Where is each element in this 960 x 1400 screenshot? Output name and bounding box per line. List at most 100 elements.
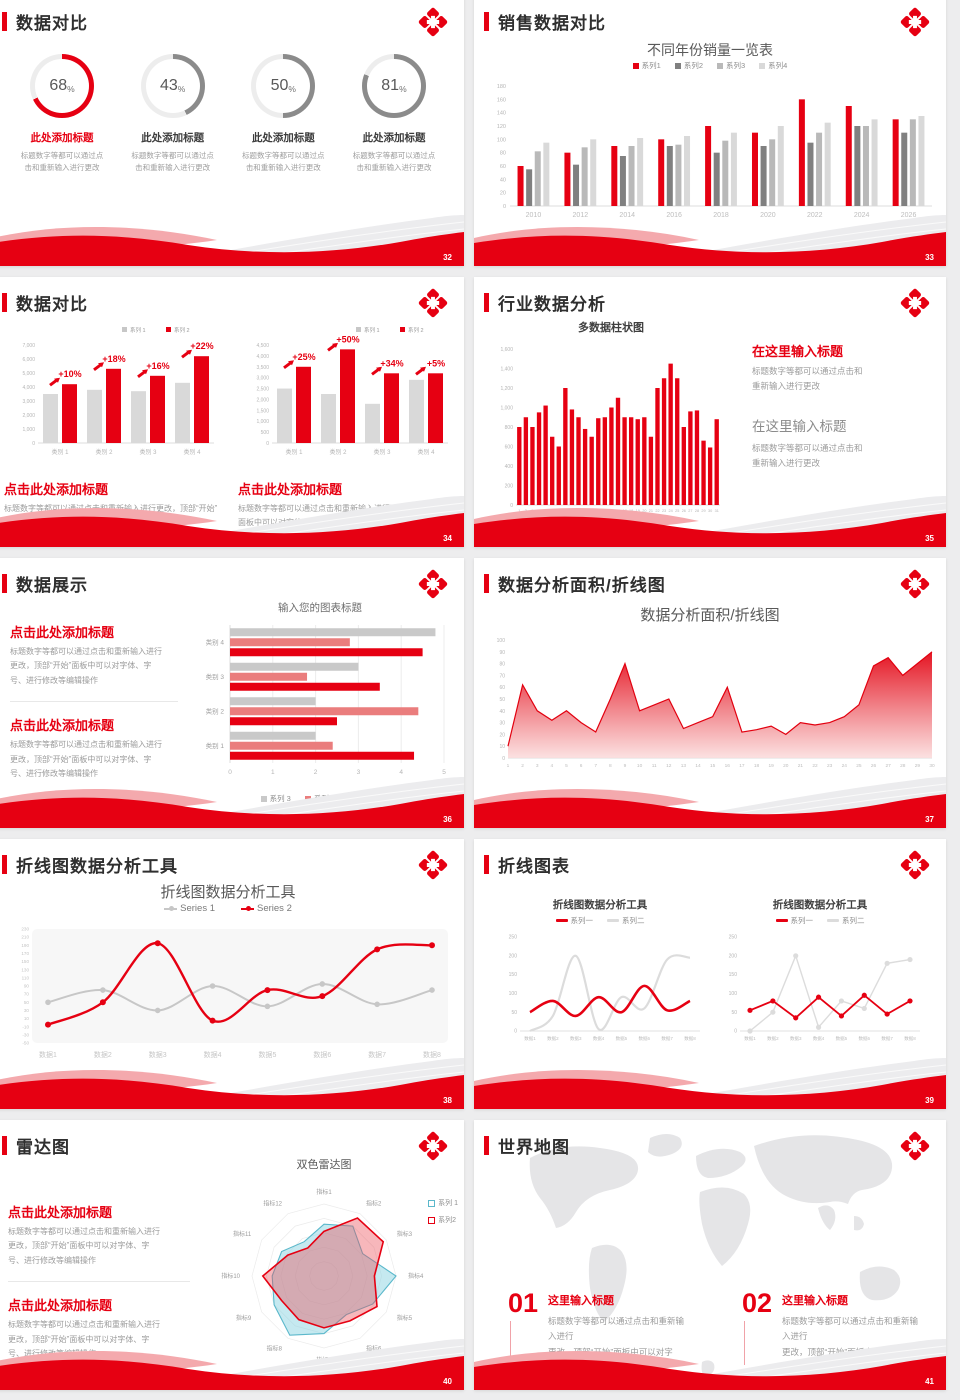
svg-text:26: 26 xyxy=(682,509,686,513)
svg-text:数据3: 数据3 xyxy=(570,1035,582,1042)
chart-title: 折线图数据分析工具 xyxy=(552,899,648,911)
svg-text:30: 30 xyxy=(499,721,505,727)
svg-text:30: 30 xyxy=(929,763,935,769)
slide-33[interactable]: 销售数据对比 不同年份销量一览表 系列1 系列2 系列3 系列4 0 20 40 60 80 1… xyxy=(474,0,946,266)
slide-32[interactable]: 数据对比 68% 此处添加标题 标题数字等都可以通过点 击和重新输入进行更改 4… xyxy=(0,0,464,266)
svg-text:指标1: 指标1 xyxy=(316,1188,332,1196)
svg-text:2,000: 2,000 xyxy=(22,413,35,419)
slide-title: 折线图数据分析工具 xyxy=(16,857,178,876)
page-number: 36 xyxy=(443,815,452,824)
slide-35[interactable]: 行业数据分析 多数据柱状图 0 200 400 600 800 1,000 1,200 1,4… xyxy=(474,277,946,547)
svg-text:40: 40 xyxy=(499,709,505,715)
svg-text:29: 29 xyxy=(701,509,705,513)
slide-title: 行业数据分析 xyxy=(498,295,606,314)
svg-text:100: 100 xyxy=(509,991,518,997)
line-chart: 0 50 100 150 200 250 数据1 数据2 数据3 数据4 数据5 数据6 数据7 数据8 xyxy=(494,929,706,1057)
svg-text:-10: -10 xyxy=(22,1024,29,1029)
pair-bar-chart: 系列 1 系列 2 0 500 1,000 1,500 2,000 2,500 3,000 3,5… xyxy=(238,321,454,473)
hospital-logo-icon xyxy=(900,288,930,318)
svg-text:类别 2: 类别 2 xyxy=(329,448,347,456)
svg-text:210: 210 xyxy=(21,935,29,940)
column-chart: 0 200 400 600 800 1,000 1,200 1,400 1,600 1 2 3 4 5 6 7… xyxy=(486,337,724,533)
svg-text:200: 200 xyxy=(509,953,518,959)
svg-text:10: 10 xyxy=(24,1016,30,1021)
svg-text:数据1: 数据1 xyxy=(524,1035,536,1042)
slide-38[interactable]: 折线图数据分析工具 折线图数据分析工具 Series 1 Series 2 -50… xyxy=(0,839,464,1109)
block-body: 标题数字等都可以通过点击和重新输入进行 更改，顶部“开始”面板中可以对字体、字 … xyxy=(10,740,162,778)
svg-text:指标2: 指标2 xyxy=(366,1199,382,1207)
svg-text:数据8: 数据8 xyxy=(904,1035,916,1042)
svg-text:+10%: +10% xyxy=(58,369,81,379)
svg-text:50: 50 xyxy=(511,1010,517,1016)
svg-text:0: 0 xyxy=(734,1029,737,1035)
svg-text:9: 9 xyxy=(624,763,627,769)
chart-column: 多数据柱状图 0 200 400 600 800 1,000 1,200 1,400 1,600… xyxy=(486,319,736,533)
donut-chart: 68% xyxy=(30,54,94,118)
svg-text:+18%: +18% xyxy=(102,354,125,364)
svg-text:1,600: 1,600 xyxy=(500,347,513,353)
slide-37[interactable]: 数据分析面积/折线图 数据分析面积/折线图 0 10 20 30 40 50 60 70 80 9… xyxy=(474,558,946,828)
chart-block: 系列 1 系列 2 0 1,000 2,000 3,000 4,000 5,000 6,000 7… xyxy=(4,321,220,531)
svg-text:23: 23 xyxy=(662,509,666,513)
svg-text:60: 60 xyxy=(499,685,505,691)
title-accent-bar xyxy=(484,293,489,312)
svg-text:190: 190 xyxy=(21,943,29,948)
percent-sign: % xyxy=(288,84,296,94)
svg-text:17: 17 xyxy=(739,763,745,769)
svg-text:3: 3 xyxy=(531,509,533,513)
pair-bar-chart: 系列 1 系列 2 0 1,000 2,000 3,000 4,000 5,000 6,000 7… xyxy=(4,321,220,473)
slide-39[interactable]: 折线图表 折线图数据分析工具 系列一 系列二 0 50 100 150 200 250 数据1… xyxy=(474,839,946,1109)
svg-text:类别 4: 类别 4 xyxy=(206,637,225,646)
page-number: 35 xyxy=(925,534,934,543)
svg-text:28: 28 xyxy=(900,763,906,769)
slide-41[interactable]: 世界地图 01 这里输入标题 标题数字等都可以通过点击和重新输入进行 更改，顶部… xyxy=(474,1120,946,1390)
svg-text:180: 180 xyxy=(497,84,506,90)
svg-text:2026: 2026 xyxy=(901,212,917,219)
svg-text:2,000: 2,000 xyxy=(256,397,269,403)
svg-text:类别 2: 类别 2 xyxy=(95,448,113,456)
item-number: 02 xyxy=(742,1288,773,1318)
item-number: 01 xyxy=(508,1288,539,1318)
title-accent-bar xyxy=(2,293,7,312)
title-accent-bar xyxy=(484,12,489,31)
donut-card: 43% 此处添加标题 标题数字等都可以通过点 击和重新输入进行更改 xyxy=(123,54,223,175)
slide-34[interactable]: 数据对比 系列 1 系列 2 0 1,000 2,000 3,000 4,000 5,000 6… xyxy=(0,277,464,547)
svg-text:指标11: 指标11 xyxy=(233,1230,252,1238)
svg-text:150: 150 xyxy=(21,959,29,964)
svg-text:8: 8 xyxy=(609,763,612,769)
text-column: 点击此处添加标题 标题数字等都可以通过点击和重新输入进行 更改，顶部“开始”面板… xyxy=(8,1156,190,1386)
card-body: 标题数字等都可以通过点 击和重新输入进行更改 xyxy=(20,151,104,173)
percent-sign: % xyxy=(177,84,186,94)
svg-text:2: 2 xyxy=(314,769,318,776)
world-map xyxy=(529,1134,901,1377)
svg-text:1: 1 xyxy=(271,769,275,776)
slide-title: 数据分析面积/折线图 xyxy=(498,576,666,595)
svg-text:2016: 2016 xyxy=(666,212,682,219)
svg-text:150: 150 xyxy=(509,972,518,978)
chart-svg: -50 -30 -10 10 30 50 70 90 110 130 150 170 190 210 230… xyxy=(21,927,448,1059)
svg-text:110: 110 xyxy=(22,975,30,980)
title-accent-bar xyxy=(484,855,489,874)
svg-text:指标9: 指标9 xyxy=(236,1314,252,1322)
svg-text:1,000: 1,000 xyxy=(256,419,269,425)
svg-text:30: 30 xyxy=(24,1008,30,1013)
svg-text:26: 26 xyxy=(871,763,877,769)
svg-text:2: 2 xyxy=(521,763,524,769)
chart-title: 不同年份销量一览表 xyxy=(647,42,773,58)
svg-text:数据6: 数据6 xyxy=(639,1035,651,1042)
radar-chart: 指标1 指标2 指标3 指标4 指标5 指标6 指标7 指标8 指标9 指标10 指标11 指标12 xyxy=(204,1172,444,1386)
slide-title: 数据展示 xyxy=(16,576,88,595)
slide-36[interactable]: 数据展示 点击此处添加标题 标题数字等都可以通过点击和重新输入进行 更改，顶部“… xyxy=(0,558,464,828)
svg-text:0: 0 xyxy=(32,441,35,447)
svg-text:2022: 2022 xyxy=(807,212,823,219)
svg-text:数据1: 数据1 xyxy=(744,1035,756,1042)
footer-wave xyxy=(0,215,464,266)
slide-40[interactable]: 雷达图 点击此处添加标题 标题数字等都可以通过点击和重新输入进行 更改，顶部“开… xyxy=(0,1120,464,1390)
divider-line xyxy=(8,1281,190,1283)
block-heading: 点击此处添加标题 xyxy=(4,482,109,497)
svg-text:类别 1: 类别 1 xyxy=(285,448,303,456)
chart-svg: 0 1 2 3 4 5 类别 4 类别 3 类别 2 类别 1 xyxy=(206,625,446,776)
numbered-item: 01 这里输入标题 标题数字等都可以通过点击和重新输入进行 更改，顶部“开始”面… xyxy=(508,1290,686,1390)
svg-text:数据2: 数据2 xyxy=(767,1035,779,1042)
svg-text:类别 3: 类别 3 xyxy=(373,448,391,456)
